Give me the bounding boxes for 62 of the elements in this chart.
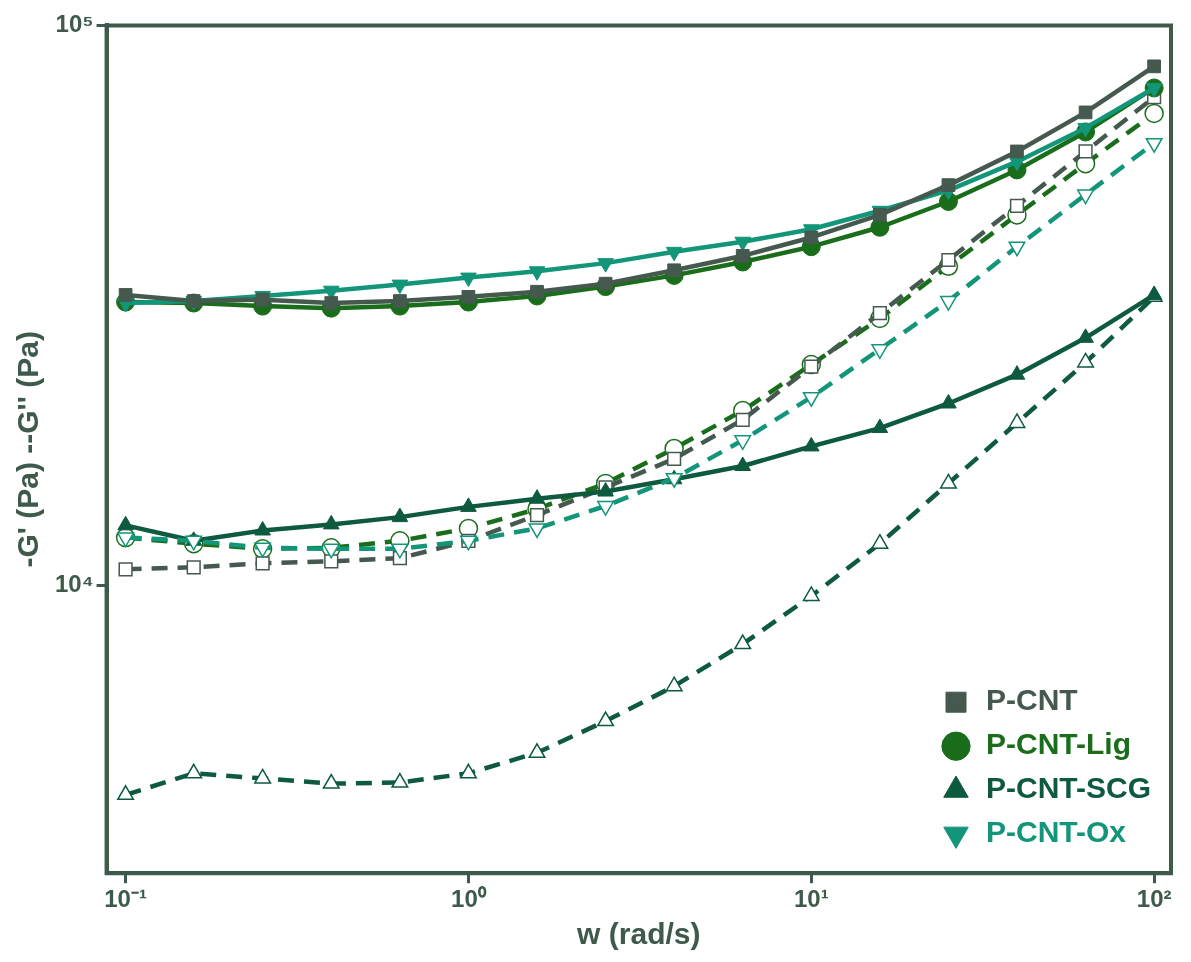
point bbox=[1077, 189, 1095, 205]
y-axis-title: -G' (Pa) --G'' (Pa) bbox=[11, 331, 45, 568]
x-tick-label: 10⁰ bbox=[451, 885, 487, 913]
point bbox=[393, 294, 407, 308]
point bbox=[871, 533, 889, 549]
point bbox=[940, 393, 957, 409]
point bbox=[185, 763, 203, 779]
point bbox=[735, 248, 750, 263]
point bbox=[1008, 413, 1026, 429]
x-tick-label: 10¹ bbox=[793, 885, 829, 913]
point bbox=[1078, 105, 1093, 120]
x-tick-label: 10⁻¹ bbox=[104, 885, 147, 913]
point bbox=[939, 295, 957, 311]
point bbox=[665, 246, 683, 262]
point bbox=[802, 436, 820, 452]
point bbox=[186, 560, 201, 575]
point bbox=[1009, 198, 1025, 213]
point bbox=[1147, 59, 1161, 74]
point bbox=[734, 634, 752, 650]
legend-label: P-CNT-Ox bbox=[986, 815, 1127, 849]
point bbox=[391, 772, 409, 788]
point bbox=[1078, 144, 1093, 159]
y-tick-label: 10⁴ bbox=[54, 570, 94, 598]
y-tick-label: 10⁵ bbox=[55, 10, 94, 38]
point bbox=[118, 562, 133, 577]
point bbox=[117, 785, 135, 801]
point bbox=[804, 230, 819, 245]
point bbox=[735, 412, 750, 427]
point bbox=[939, 473, 957, 489]
legend-label: P-CNT-Lig bbox=[986, 727, 1131, 761]
point bbox=[528, 743, 546, 759]
point bbox=[459, 763, 477, 779]
point bbox=[254, 768, 272, 784]
point bbox=[322, 773, 340, 789]
point bbox=[871, 418, 889, 434]
point bbox=[941, 178, 956, 192]
point bbox=[1010, 144, 1024, 159]
point bbox=[597, 711, 615, 727]
point bbox=[665, 676, 683, 692]
point bbox=[528, 489, 546, 504]
point bbox=[324, 296, 339, 310]
point bbox=[391, 507, 409, 523]
point bbox=[941, 252, 956, 268]
point bbox=[1144, 103, 1164, 124]
point bbox=[117, 515, 134, 531]
point bbox=[734, 456, 752, 471]
point bbox=[118, 288, 133, 302]
legend-label: P-CNT bbox=[986, 683, 1078, 717]
legend-label: P-CNT-SCG bbox=[986, 771, 1151, 805]
point bbox=[254, 521, 271, 536]
point bbox=[1008, 365, 1026, 380]
point bbox=[324, 554, 339, 569]
point bbox=[461, 289, 476, 304]
point bbox=[322, 514, 340, 530]
x-axis-title: w (rad/s) bbox=[576, 917, 701, 951]
point bbox=[255, 556, 270, 571]
x-tick-label: 10² bbox=[1136, 885, 1172, 913]
point bbox=[529, 508, 545, 523]
point bbox=[460, 497, 477, 512]
point bbox=[1145, 137, 1163, 153]
point bbox=[802, 586, 820, 602]
point bbox=[667, 451, 682, 466]
